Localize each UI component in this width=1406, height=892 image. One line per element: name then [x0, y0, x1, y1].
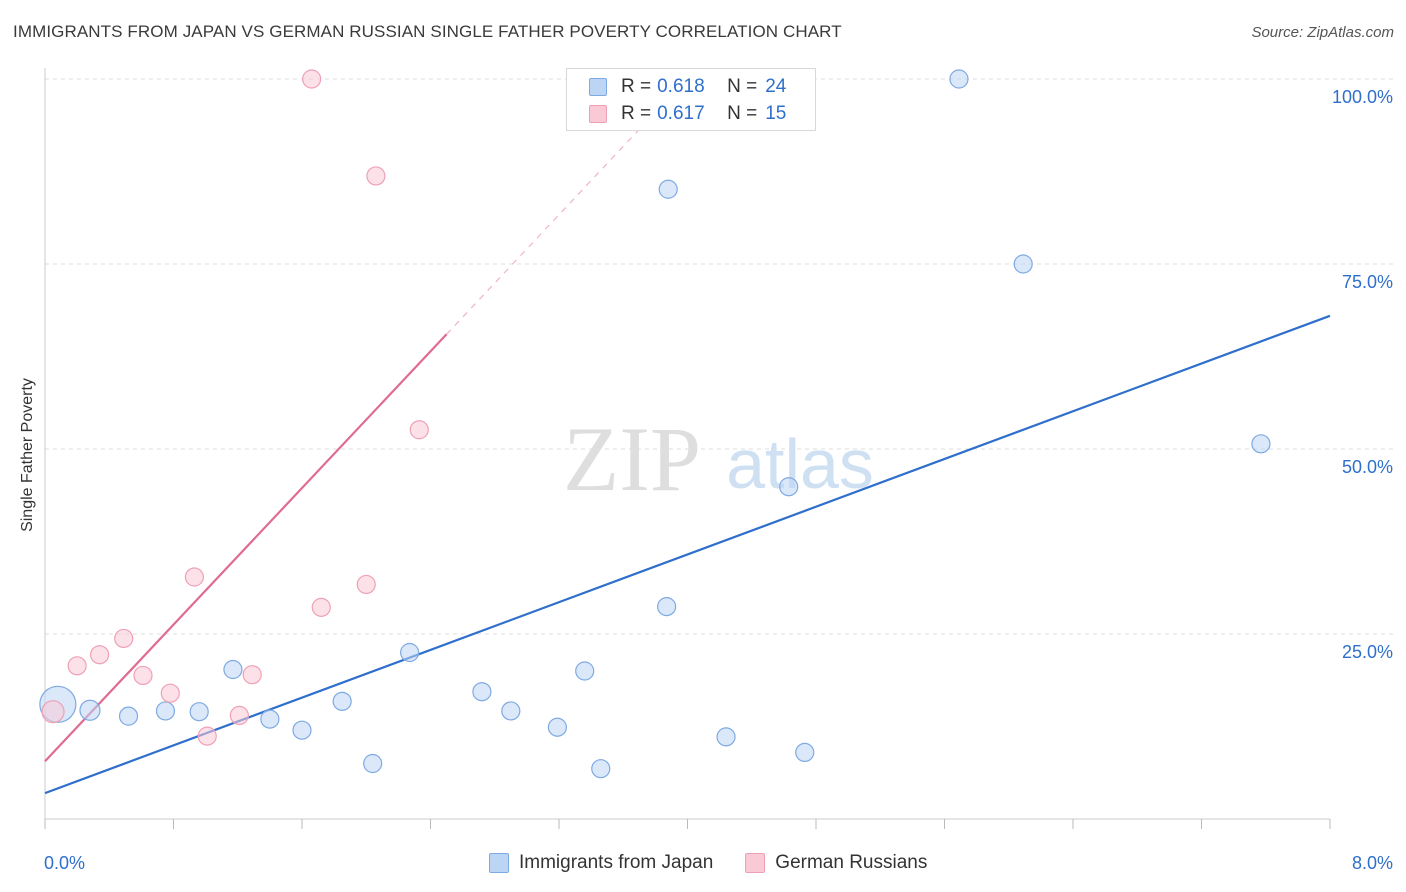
data-point-blue: [591, 759, 611, 779]
legend-row-german-russians: R = 0.617 N = 15: [589, 103, 786, 125]
legend-n-label: N =: [727, 76, 758, 97]
data-point-blue: [795, 742, 815, 763]
data-point-pink: [302, 69, 322, 89]
trend-line-pink: [44, 333, 448, 763]
correlation-legend: R = 0.618 N = 24 R = 0.617 N = 15: [566, 68, 816, 131]
data-point-blue: [292, 720, 312, 740]
data-point-blue: [155, 701, 176, 721]
y-tick-label: 100.0%: [1332, 87, 1393, 107]
data-point-pink: [184, 567, 204, 587]
data-points: [39, 69, 1271, 779]
series-legend-german-russians[interactable]: German Russians: [745, 852, 927, 874]
data-point-pink: [311, 597, 331, 617]
data-point-blue: [472, 682, 492, 702]
legend-r-value: 0.617: [657, 103, 705, 124]
data-point-blue: [363, 753, 383, 774]
legend-n-label: N =: [727, 103, 758, 124]
trend-lines: [44, 128, 1331, 795]
watermark-zip: ZIP: [563, 408, 701, 510]
chart-title: IMMIGRANTS FROM JAPAN VS GERMAN RUSSIAN …: [13, 22, 842, 41]
series-swatch-german-russians: [745, 853, 766, 873]
legend-n-value: 24: [765, 76, 787, 97]
data-point-blue: [575, 661, 595, 681]
trend-extension-pink: [446, 128, 640, 335]
legend-swatch-german-russians: [589, 105, 607, 123]
data-point-pink: [356, 574, 376, 595]
data-point-blue: [658, 179, 678, 199]
data-point-pink: [41, 700, 65, 724]
series-swatch-japan: [489, 853, 509, 873]
tick-labels: 100.0% 75.0% 50.0% 25.0% 0.0% 8.0%: [44, 87, 1393, 873]
series-legend-japan[interactable]: Immigrants from Japan: [489, 852, 713, 874]
data-point-blue: [79, 699, 101, 721]
data-point-blue: [118, 706, 139, 726]
data-point-pink: [67, 656, 87, 676]
data-point-blue: [501, 701, 521, 721]
trend-line-blue: [44, 314, 1331, 795]
x-tick-label: 8.0%: [1352, 853, 1393, 873]
data-point-blue: [779, 477, 799, 497]
data-point-blue: [332, 691, 352, 711]
legend-r-label: R =: [621, 103, 652, 124]
data-point-blue: [1013, 254, 1033, 274]
data-point-pink: [114, 628, 134, 649]
data-point-pink: [197, 726, 217, 746]
data-point-blue: [716, 727, 736, 747]
x-tick-label: 0.0%: [44, 853, 85, 873]
series-label-japan: Immigrants from Japan: [519, 852, 714, 873]
data-point-pink: [160, 683, 180, 703]
legend-r-label: R =: [621, 76, 652, 97]
data-point-blue: [949, 69, 969, 89]
data-point-blue: [400, 642, 420, 663]
data-point-pink: [242, 665, 262, 685]
data-point-blue: [1251, 434, 1271, 454]
watermark-atlas: atlas: [726, 425, 874, 503]
data-point-blue: [189, 702, 209, 722]
data-point-pink: [90, 645, 110, 665]
source-label: Source: ZipAtlas.com: [1251, 24, 1394, 41]
data-point-pink: [409, 420, 429, 440]
y-tick-label: 75.0%: [1342, 272, 1393, 292]
data-point-blue: [223, 659, 243, 680]
data-point-pink: [229, 705, 249, 726]
data-point-pink: [133, 665, 153, 686]
legend-row-japan: R = 0.618 N = 24: [589, 76, 786, 98]
y-tick-label: 25.0%: [1342, 642, 1393, 662]
data-point-blue: [657, 597, 677, 617]
data-point-pink: [366, 166, 386, 186]
gridlines: [45, 78, 1395, 635]
series-legend: Immigrants from Japan German Russians: [489, 852, 959, 874]
legend-swatch-japan: [589, 78, 607, 96]
series-label-german-russians: German Russians: [775, 852, 928, 873]
legend-r-value: 0.618: [657, 76, 705, 97]
y-tick-label: 50.0%: [1342, 457, 1393, 477]
legend-n-value: 15: [765, 103, 787, 124]
data-point-blue: [547, 717, 567, 737]
data-point-blue: [260, 709, 280, 729]
